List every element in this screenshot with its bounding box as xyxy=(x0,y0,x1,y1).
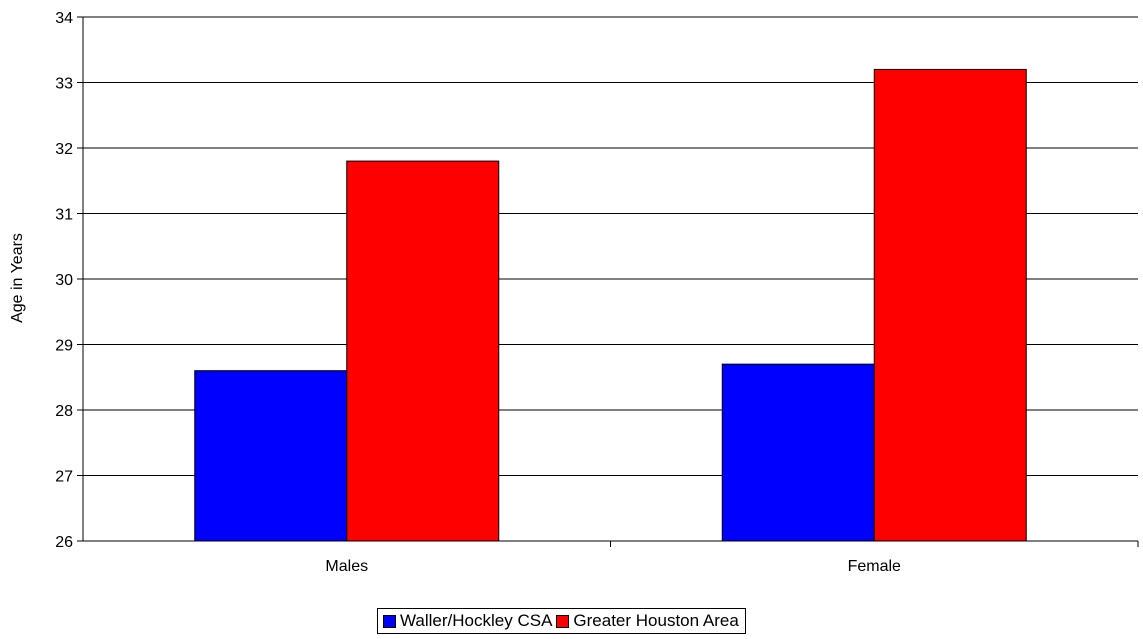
y-tick-label: 33 xyxy=(55,76,73,93)
x-tick-label: Males xyxy=(325,558,368,575)
x-tick-label: Female xyxy=(848,558,901,575)
bar-greater-houston-males xyxy=(346,160,500,542)
legend: Waller/Hockley CSA Greater Houston Area xyxy=(377,608,746,634)
bar-greater-houston-female xyxy=(873,68,1027,542)
y-tick-labels: 26 27 28 29 30 31 32 33 34 xyxy=(55,10,73,551)
legend-swatch-blue xyxy=(383,614,396,628)
legend-label: Waller/Hockley CSA xyxy=(400,611,553,630)
y-tick-label: 28 xyxy=(55,403,73,420)
bar-waller-hockley-males xyxy=(194,370,348,542)
bars xyxy=(194,68,1027,542)
y-tick-label: 30 xyxy=(55,272,73,289)
legend-swatch-red xyxy=(556,614,570,628)
axes xyxy=(77,16,1139,547)
legend-item-waller-hockley: Waller/Hockley CSA xyxy=(383,611,552,631)
y-tick-label: 32 xyxy=(55,141,73,158)
y-tick-label: 31 xyxy=(55,207,73,224)
y-tick-label: 29 xyxy=(55,338,73,355)
legend-item-greater-houston: Greater Houston Area xyxy=(556,611,739,631)
y-tick-label: 34 xyxy=(55,10,73,27)
bar-waller-hockley-female xyxy=(721,363,875,542)
x-tick-labels: Males Female xyxy=(325,558,901,575)
legend-label: Greater Houston Area xyxy=(573,611,739,630)
y-axis-label: Age in Years xyxy=(9,233,26,323)
y-tick-label: 27 xyxy=(55,469,73,486)
y-tick-label: 26 xyxy=(55,534,73,551)
